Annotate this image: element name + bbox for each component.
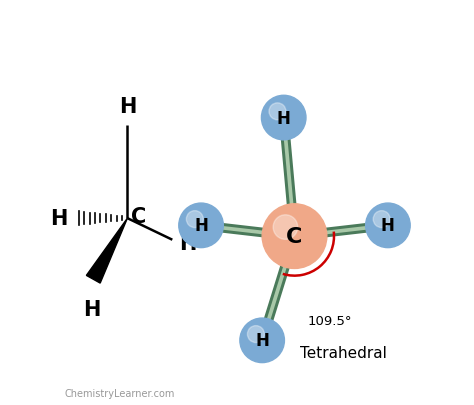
Circle shape — [373, 211, 390, 228]
Circle shape — [247, 326, 264, 343]
Text: H: H — [83, 299, 100, 319]
Text: H: H — [118, 96, 136, 117]
Text: H: H — [194, 217, 208, 235]
Circle shape — [262, 204, 327, 269]
Text: H: H — [381, 217, 395, 235]
Text: ): ) — [414, 13, 424, 33]
Text: Molecular Geometry of Methane (CH: Molecular Geometry of Methane (CH — [14, 13, 471, 33]
Text: H: H — [50, 209, 67, 228]
Text: H: H — [255, 332, 269, 350]
Circle shape — [365, 204, 410, 248]
Circle shape — [269, 104, 286, 120]
Circle shape — [186, 211, 203, 228]
Circle shape — [273, 215, 298, 240]
Text: ChemistryLearner.com: ChemistryLearner.com — [64, 388, 175, 398]
Circle shape — [262, 96, 306, 141]
Polygon shape — [86, 219, 128, 284]
Text: H: H — [277, 109, 291, 127]
Circle shape — [179, 204, 223, 248]
Text: H: H — [179, 234, 196, 254]
Text: C: C — [131, 207, 146, 227]
Text: 109.5°: 109.5° — [307, 314, 352, 327]
Text: C: C — [286, 226, 303, 247]
Text: Tetrahedral: Tetrahedral — [300, 345, 387, 360]
Circle shape — [240, 318, 284, 363]
Text: 4: 4 — [405, 23, 417, 42]
